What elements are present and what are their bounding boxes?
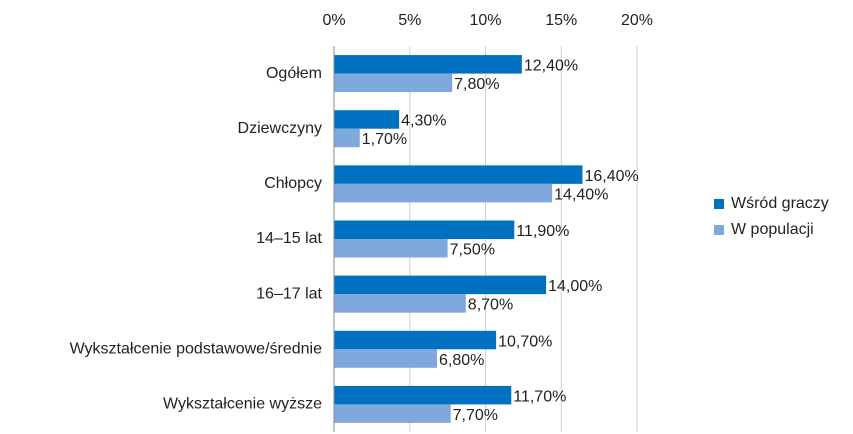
value-label: 7,50% <box>450 241 495 258</box>
value-label: 7,70% <box>453 407 498 424</box>
y-tick-label: Dziewczyny <box>238 120 322 137</box>
x-tick-label: 0% <box>322 12 345 29</box>
bar <box>334 110 400 129</box>
value-label: 8,70% <box>468 297 513 314</box>
x-tick-label: 10% <box>469 12 501 29</box>
x-tick-label: 5% <box>398 12 421 29</box>
legend-swatch <box>714 199 724 209</box>
value-label: 12,40% <box>524 58 578 75</box>
bar <box>334 128 360 148</box>
bar <box>334 220 515 239</box>
y-tick-label: Ogółem <box>266 65 322 82</box>
value-label: 16,40% <box>584 168 638 185</box>
value-label: 6,80% <box>439 352 484 369</box>
bar <box>334 404 451 423</box>
legend-label: Wśród graczy <box>731 195 829 212</box>
legend-label: W populacji <box>731 221 814 238</box>
value-label: 14,00% <box>548 278 602 295</box>
bar <box>334 294 466 313</box>
bar <box>334 275 547 295</box>
y-tick-label: Chłopcy <box>264 175 322 192</box>
x-tick-label: 20% <box>621 12 653 29</box>
x-tick-label: 15% <box>545 12 577 29</box>
value-label: 11,70% <box>513 388 566 405</box>
bar <box>334 73 453 93</box>
bar <box>334 330 497 350</box>
bar <box>334 55 522 74</box>
y-tick-label: 16–17 lat <box>256 285 322 302</box>
value-label: 10,70% <box>498 333 552 350</box>
value-label: 4,30% <box>401 113 446 130</box>
bar <box>334 183 553 203</box>
value-label: 7,80% <box>454 76 499 93</box>
value-label: 14,40% <box>554 186 608 203</box>
bar <box>334 165 583 184</box>
value-label: 1,70% <box>362 131 407 148</box>
bar <box>334 385 512 405</box>
legend-swatch <box>714 225 724 235</box>
y-tick-label: Wykształcenie podstawowe/średnie <box>70 341 323 358</box>
bar <box>334 349 438 368</box>
bar <box>334 239 448 258</box>
y-tick-label: Wykształcenie wyższe <box>163 396 322 413</box>
y-tick-label: 14–15 lat <box>256 230 322 247</box>
value-label: 11,90% <box>516 223 569 240</box>
